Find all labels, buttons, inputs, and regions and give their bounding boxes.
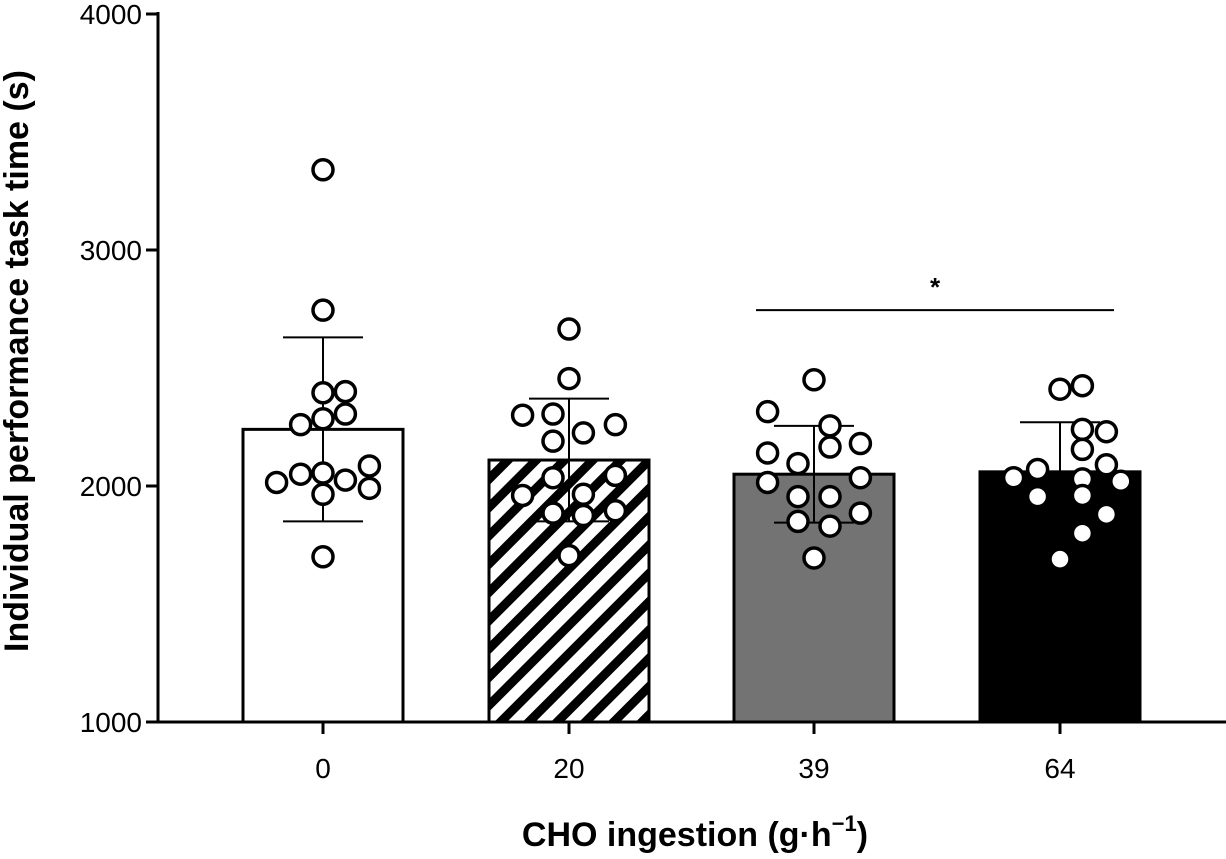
data-point-39-4 [786,451,810,476]
data-point-39-6 [786,509,810,534]
data-point-0-15 [357,476,382,501]
significance-annotation: * [756,272,1114,312]
data-point-20-9 [557,543,581,568]
x-tick-label-39: 39 [798,753,829,784]
data-point-64-7 [1070,417,1095,442]
data-point-20-2 [510,483,535,508]
y-tick-label-2000: 2000 [80,471,142,502]
data-point-64-1 [1001,465,1026,490]
data-points-layer [264,158,1133,571]
x-axis-title-main: CHO ingestion (g·h [522,816,832,854]
data-point-39-5 [786,484,810,509]
data-point-64-2 [1025,457,1050,482]
error-bars-layer [283,336,1100,524]
y-tick-label-4000: 4000 [80,0,142,30]
data-point-39-11 [818,484,842,509]
data-point-20-13 [603,412,628,437]
data-point-64-15 [1109,469,1133,494]
data-point-0-12 [333,402,358,426]
x-tick-label-64: 64 [1044,753,1075,784]
data-point-20-10 [571,421,596,445]
data-point-64-3 [1025,484,1050,509]
data-point-20-11 [571,482,596,507]
x-axis-title-close: ) [857,816,868,854]
data-point-64-12 [1094,419,1119,444]
data-point-64-6 [1070,373,1095,398]
data-point-0-9 [311,482,335,507]
data-point-0-1 [264,470,289,495]
data-point-0-10 [311,545,335,569]
data-point-39-3 [755,470,780,495]
data-point-64-14 [1094,502,1119,527]
x-tick-label-0: 0 [315,753,331,784]
data-point-39-8 [802,546,826,570]
data-point-39-2 [755,441,780,465]
data-point-39-15 [848,501,873,525]
data-point-64-13 [1094,453,1119,477]
axes-layer: 1000 2000 3000 4000 0 20 39 64 [80,0,1226,784]
data-point-20-8 [557,366,581,391]
data-point-0-13 [333,468,358,492]
data-point-64-5 [1048,547,1072,571]
x-tick-label-20: 20 [553,753,584,784]
data-point-20-15 [603,499,628,523]
data-point-0-2 [288,462,313,486]
data-point-39-10 [818,435,842,459]
data-point-0-4 [311,158,335,182]
data-point-20-14 [603,463,628,488]
y-axis-title: Individual performance task time (s) [0,70,36,652]
data-point-20-7 [557,317,581,341]
data-point-0-14 [357,454,382,478]
data-point-20-6 [541,501,565,525]
data-point-64-4 [1048,377,1072,401]
data-point-64-8 [1070,437,1095,462]
y-tick-label-3000: 3000 [80,235,142,266]
y-tick-label-1000: 1000 [80,707,142,738]
data-point-64-10 [1070,483,1095,508]
data-point-0-3 [288,412,313,437]
data-point-39-9 [818,414,842,438]
data-point-20-1 [510,403,535,427]
data-point-39-13 [848,431,873,456]
data-point-39-1 [755,399,780,424]
data-point-39-7 [802,368,826,392]
data-point-64-11 [1070,521,1095,545]
significance-star: * [930,272,941,302]
data-point-0-11 [333,379,358,404]
x-axis-title-superscript: −1 [832,811,857,836]
data-point-20-5 [541,465,565,490]
data-point-0-8 [311,461,335,485]
data-point-39-12 [818,514,842,538]
data-point-20-12 [571,503,596,528]
data-point-0-6 [311,381,335,405]
x-axis-title: CHO ingestion (g·h−1) [522,811,868,854]
data-point-20-3 [541,402,565,426]
data-point-0-5 [311,298,335,322]
data-point-0-7 [311,406,335,431]
data-point-20-4 [541,429,565,453]
data-point-39-14 [848,465,873,490]
